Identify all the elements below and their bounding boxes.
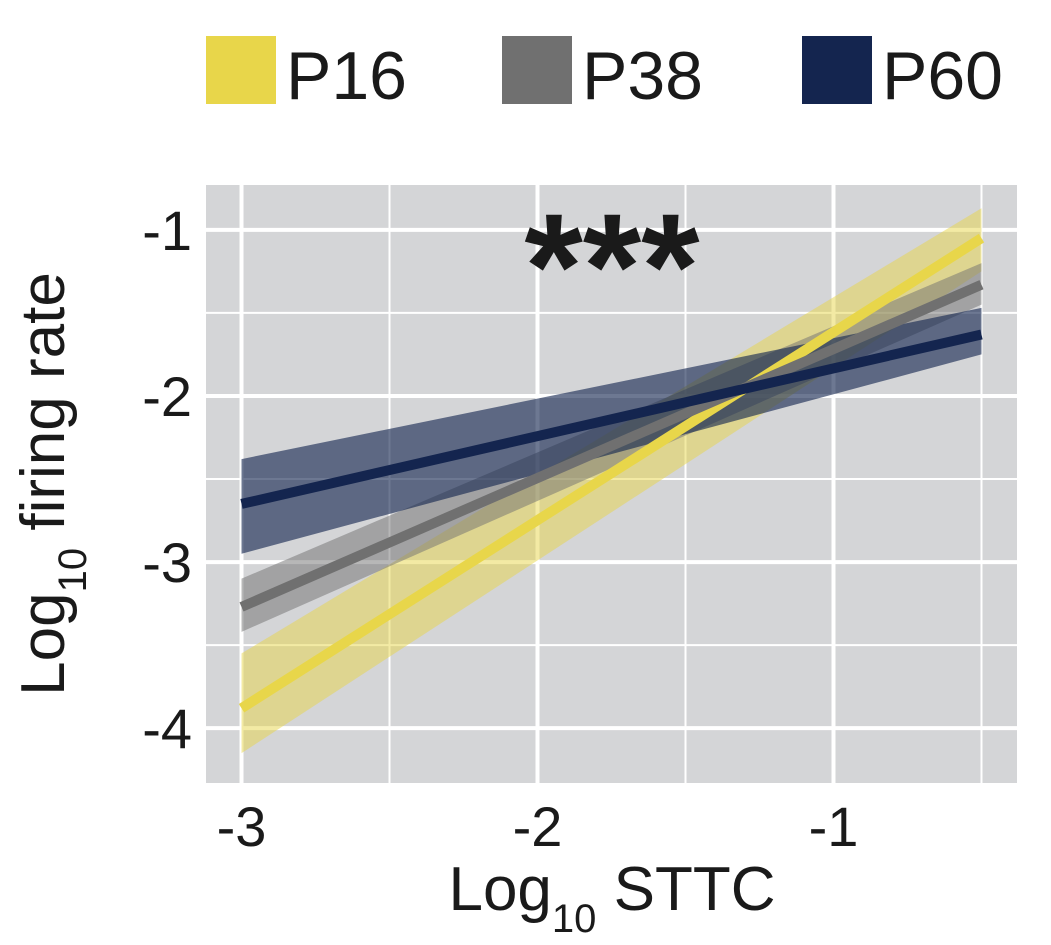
legend-item-p38: P38 — [502, 36, 703, 114]
x-tick-labels: -3 -2 -1 — [217, 795, 859, 858]
x-tick-label: -3 — [217, 795, 267, 858]
regression-lines — [238, 233, 985, 713]
x-axis-title-sub: 10 — [552, 897, 597, 941]
x-tick-label: -1 — [809, 795, 859, 858]
x-tick-label: -2 — [513, 795, 563, 858]
x-axis-title: Log10 STTC — [448, 855, 775, 941]
y-axis-title-rest: firing rate — [9, 272, 78, 548]
legend-label-p60: P60 — [882, 38, 1003, 114]
y-tick-label: -4 — [142, 697, 192, 760]
y-axis-title: Log10 firing rate — [9, 272, 95, 696]
legend-label-p16: P16 — [286, 38, 407, 114]
line-p60 — [240, 329, 983, 509]
significance-annotation: *** — [524, 182, 700, 350]
y-tick-label: -2 — [142, 365, 192, 428]
legend-swatch-p38 — [502, 36, 572, 104]
x-axis-title-main: Log — [448, 855, 551, 924]
y-axis-title-sub: 10 — [51, 548, 95, 593]
line-p16 — [238, 233, 985, 713]
legend: P16 P38 P60 — [206, 36, 1003, 114]
legend-label-p38: P38 — [582, 38, 703, 114]
legend-swatch-p16 — [206, 36, 276, 104]
y-tick-labels: -4 -3 -2 -1 — [142, 199, 192, 760]
legend-swatch-p60 — [802, 36, 872, 104]
y-axis-title-main: Log — [9, 592, 78, 695]
line-p38 — [239, 280, 984, 612]
y-tick-label: -3 — [142, 531, 192, 594]
legend-item-p16: P16 — [206, 36, 407, 114]
legend-item-p60: P60 — [802, 36, 1003, 114]
y-tick-label: -1 — [142, 199, 192, 262]
x-axis-title-rest: STTC — [596, 855, 775, 924]
